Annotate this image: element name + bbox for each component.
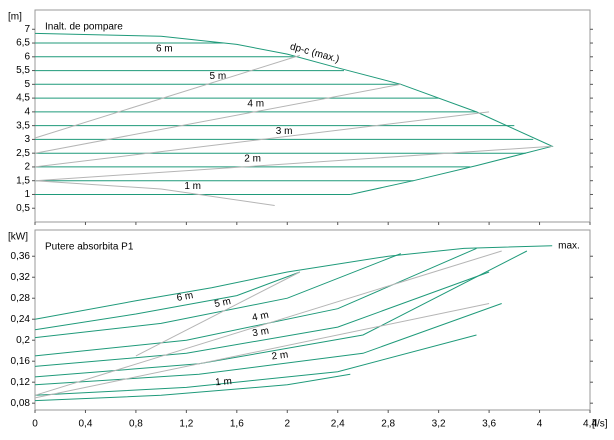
curve xyxy=(34,180,275,206)
curve xyxy=(34,247,477,357)
y-tick-label: 1,5 xyxy=(16,175,30,186)
curve-label: 4 m xyxy=(247,99,264,110)
x-tick-label: 1,6 xyxy=(230,419,244,430)
y-tick-label: 1 xyxy=(24,189,30,200)
curve-label: 3 m xyxy=(252,326,270,340)
y-tick-label: 7 xyxy=(24,24,30,35)
curve-label: 5 m xyxy=(213,296,232,310)
y-tick-label: 0,12 xyxy=(11,377,31,388)
x-tick-label: 3,2 xyxy=(432,419,446,430)
curve xyxy=(34,54,301,139)
y-tick-label: 4,5 xyxy=(16,93,30,104)
curve xyxy=(34,83,401,154)
y-unit: [m] xyxy=(8,12,22,23)
panel-title: Inalt. de pompare xyxy=(45,22,123,33)
curve xyxy=(34,271,301,331)
curve-label: 1 m xyxy=(184,181,201,192)
x-tick-label: 4 xyxy=(537,419,543,430)
x-tick-label: 0,4 xyxy=(79,419,93,430)
curve xyxy=(34,250,502,396)
curve xyxy=(135,271,301,357)
curve-label: 2 m xyxy=(271,350,289,363)
panel-title: Putere absorbita P1 xyxy=(45,242,134,253)
x-tick-label: 2,4 xyxy=(331,419,345,430)
curve-label: 1 m xyxy=(215,376,233,388)
x-tick-label: 2 xyxy=(284,419,290,430)
y-tick-label: 4 xyxy=(24,107,30,118)
curve xyxy=(34,303,490,399)
curve-label: max. xyxy=(558,240,580,251)
y-tick-label: 3,5 xyxy=(16,120,30,131)
y-tick-label: 6 xyxy=(24,51,30,62)
y-tick-label: 6,5 xyxy=(16,38,30,49)
curve xyxy=(34,271,490,367)
x-tick-label: 3,6 xyxy=(482,419,496,430)
y-tick-label: 5,5 xyxy=(16,65,30,76)
y-tick-label: 0,2 xyxy=(16,335,30,346)
y-tick-label: 0,5 xyxy=(16,203,30,214)
x-tick-label: 0,8 xyxy=(129,419,143,430)
y-tick-label: 0,32 xyxy=(11,272,31,283)
x-tick-label: 1,2 xyxy=(179,419,193,430)
y-tick-label: 0,16 xyxy=(11,356,31,367)
curve xyxy=(34,111,490,168)
curve xyxy=(34,303,502,386)
plot-frame xyxy=(34,229,591,411)
x-tick-label: 4,4 xyxy=(583,419,597,430)
x-tick-label: 2,8 xyxy=(381,419,395,430)
plot-frame xyxy=(34,9,591,223)
y-tick-label: 0,08 xyxy=(11,398,31,409)
x-unit: [l/s] xyxy=(592,419,608,430)
curve-label: 6 m xyxy=(156,43,173,54)
y-tick-label: 2,5 xyxy=(16,148,30,159)
y-tick-label: 0,24 xyxy=(11,314,31,325)
curve-label: 4 m xyxy=(251,310,270,324)
y-tick-label: 2 xyxy=(24,162,30,173)
x-tick-label: 0 xyxy=(32,419,38,430)
y-unit: [kW] xyxy=(8,232,28,243)
y-tick-label: 0,36 xyxy=(11,251,31,262)
curve xyxy=(34,373,351,402)
curve xyxy=(34,245,553,320)
curve xyxy=(34,145,553,182)
curve-label: 2 m xyxy=(244,154,261,165)
curve-label: 5 m xyxy=(210,71,227,82)
y-tick-label: 5 xyxy=(24,79,30,90)
curve xyxy=(34,334,477,396)
curve-label: 3 m xyxy=(276,126,293,137)
y-tick-label: 0,28 xyxy=(11,293,31,304)
y-tick-label: 3 xyxy=(24,134,30,145)
curve-label: 6 m xyxy=(176,290,194,304)
